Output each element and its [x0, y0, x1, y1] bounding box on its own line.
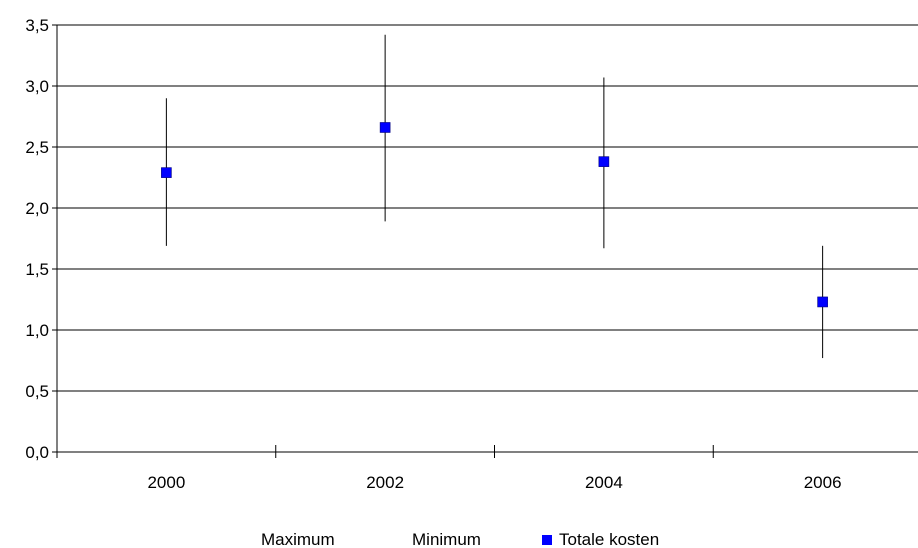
gridlines — [57, 24, 918, 392]
totale-kosten-markers — [161, 122, 828, 308]
marker-totale-kosten-2006 — [817, 296, 828, 308]
legend-label-minimum: Minimum — [412, 530, 481, 548]
x-tick-label: 2000 — [147, 473, 185, 492]
y-tick-label: 1,5 — [25, 260, 49, 279]
x-tick-label: 2004 — [585, 473, 623, 492]
range-lines — [165, 34, 824, 359]
y-tick-label: 0,5 — [25, 382, 49, 401]
y-axis-ticks: 0,0 0,5 1,0 1,5 2,0 2,5 3,0 3,5 — [25, 16, 57, 462]
y-tick-label: 3,5 — [25, 16, 49, 35]
y-tick-label: 2,5 — [25, 138, 49, 157]
marker-totale-kosten-2004 — [598, 156, 610, 167]
marker-totale-kosten-2002 — [379, 122, 391, 133]
marker-totale-kosten-2000 — [161, 167, 172, 178]
legend: Maximum Minimum Totale kosten — [261, 530, 659, 548]
x-axis-ticks: 2000 2002 2004 2006 — [56, 445, 842, 492]
x-tick-label: 2006 — [804, 473, 842, 492]
y-tick-label: 3,0 — [25, 77, 49, 96]
legend-label-maximum: Maximum — [261, 530, 335, 548]
y-tick-label: 0,0 — [25, 443, 49, 462]
legend-label-totale-kosten: Totale kosten — [559, 530, 659, 548]
legend-marker-totale-kosten — [542, 535, 552, 545]
y-tick-label: 2,0 — [25, 199, 49, 218]
x-tick-label: 2002 — [366, 473, 404, 492]
y-tick-label: 1,0 — [25, 321, 49, 340]
axes — [56, 25, 918, 453]
